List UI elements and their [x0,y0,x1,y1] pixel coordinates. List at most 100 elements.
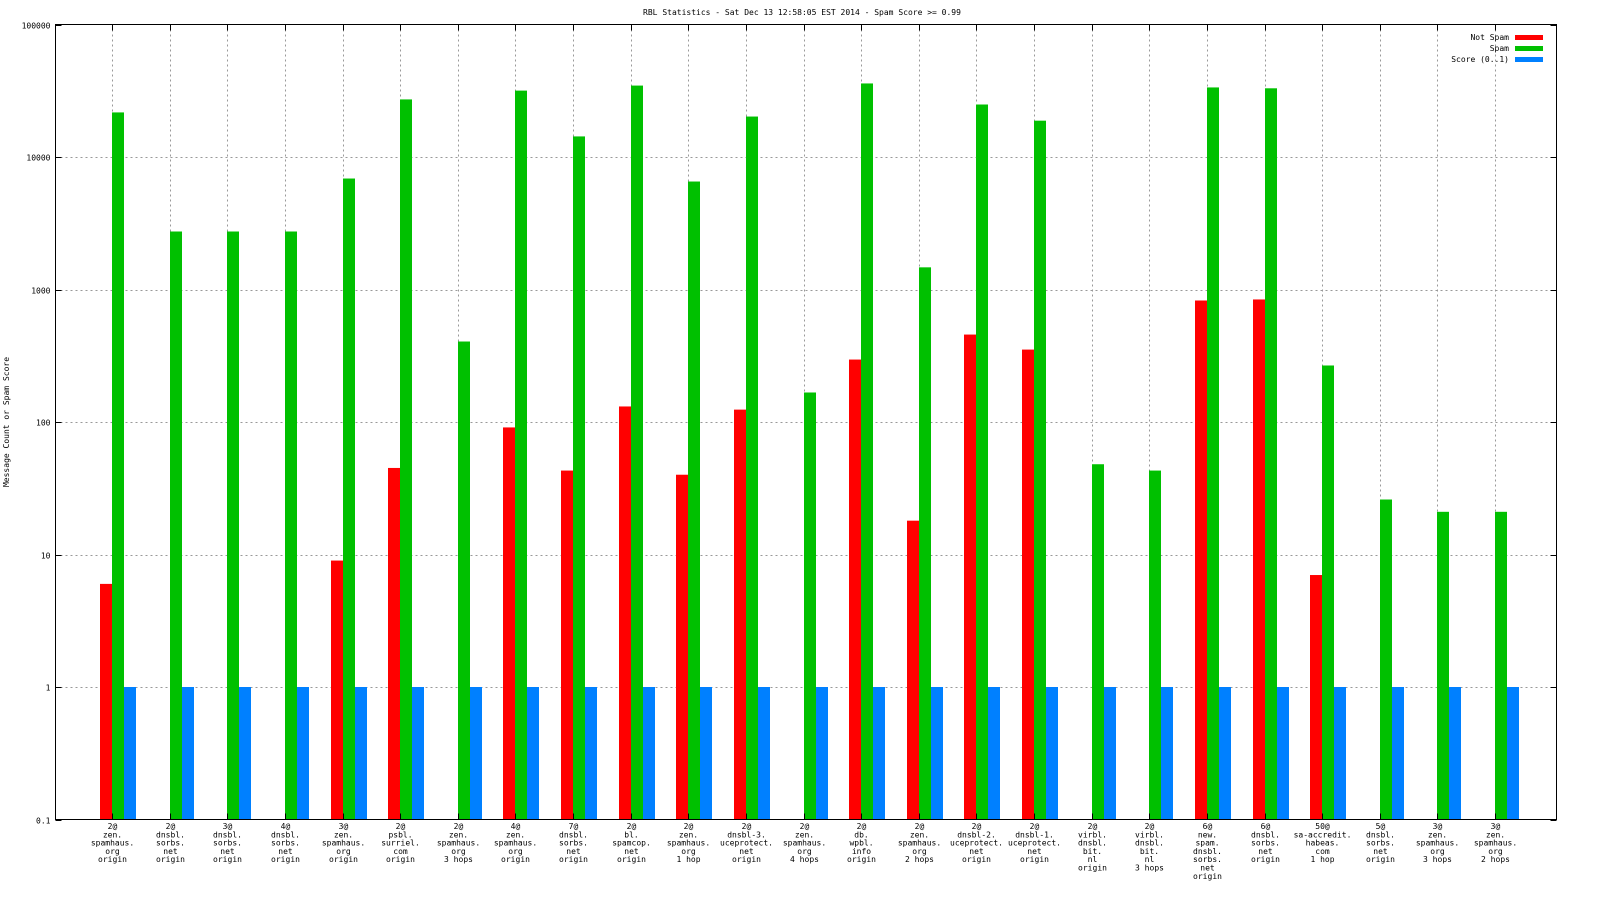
bar-not-spam [964,334,976,820]
x-tick-label-line: dnsbl. [1366,830,1395,839]
legend-label: Spam [1490,44,1509,53]
x-tick-label-line: 2@ [742,822,752,831]
x-tick-label-line: virbl. [1135,830,1164,839]
x-tick-label-line: 6@ [1261,822,1271,831]
bar-not-spam [1022,349,1034,820]
chart-title: RBL Statistics - Sat Dec 13 12:58:05 EST… [643,8,961,17]
bar-spam [458,341,470,820]
bar-not-spam [503,427,515,820]
legend-swatch [1515,35,1543,40]
x-tick-label-line: 4 hops [790,855,819,864]
x-tick-label-line: 3@ [339,822,349,831]
x-tick-label-line: spamhaus. [437,839,480,848]
x-tick-label-line: spamhaus. [1416,839,1459,848]
x-tick-label-line: sorbs. [213,839,242,848]
bar-spam [112,112,124,820]
bar-score [585,687,597,820]
x-tick-label-line: origin [732,855,761,864]
x-tick-label-line: psbl. [388,830,412,839]
x-tick-label: 3@ dnsbl. sorbs. net origin [213,822,242,864]
x-tick-label-line: zen. [334,830,353,839]
x-tick-label: 4@ dnsbl. sorbs. net origin [271,822,300,864]
x-tick-label-line: origin [617,855,646,864]
x-tick-label-line: origin [213,855,242,864]
bar-score [124,687,136,820]
x-tick-label: 2@ zen. spamhaus. org 3 hops [437,822,480,864]
bar-not-spam [1310,575,1322,820]
bar-spam [861,83,873,820]
x-tick-label-line: net [1027,847,1042,856]
y-axis-ticks: 0.1 1 10 100 1000 10000 100000 [22,22,1557,826]
bar-score [1219,687,1231,820]
bar-score [988,687,1000,820]
x-tick-label-line: 2@ [454,822,464,831]
x-tick-label-line: dnsbl. [271,830,300,839]
x-tick-label-line: 2@ [108,822,118,831]
bar-score [1334,687,1346,820]
x-tick-label-line: sorbs. [559,839,588,848]
bar-not-spam [561,470,573,820]
x-tick-label-line: org [336,847,351,856]
x-tick-label-line: 1 hop [676,855,700,864]
x-tick-label-line: spam. [1195,839,1219,848]
bar-spam [515,90,527,820]
x-tick-label-line: 2@ [1145,822,1155,831]
bar-score [182,687,194,820]
x-tick-label-line: org [681,847,696,856]
x-tick-label: 3@ zen. spamhaus. org 3 hops [1416,822,1459,864]
bar-spam [1092,464,1104,820]
x-tick-label-line: spamhaus. [494,839,537,848]
x-tick-label-line: origin [1020,855,1049,864]
x-tick-label-line: uceprotect. [950,839,1003,848]
bar-not-spam [100,583,112,820]
x-tick-label-line: 2 hops [905,855,934,864]
x-tick-label-line: com [1315,847,1330,856]
x-tick-label-line: sa-accredit. [1294,830,1352,839]
x-tick-label-line: net [1373,847,1388,856]
y-tick-label: 100 [36,419,51,428]
bar-not-spam [1253,299,1265,820]
legend-label: Score (0..1) [1451,55,1509,64]
y-tick-label: 100000 [22,22,51,31]
x-tick-label: 2@ zen. spamhaus. org 1 hop [667,822,710,864]
x-tick-label-line: new. [1198,830,1217,839]
x-tick-label-line: zen. [103,830,122,839]
bar-spam [400,99,412,820]
x-tick-label-line: 2@ [684,822,694,831]
x-tick-label: 2@ virbl. dnsbl. bit. nl origin [1078,822,1107,873]
x-tick-label-line: 2@ [1088,822,1098,831]
bar-score [239,687,251,820]
x-tick-label: 2@ zen. spamhaus. org 2 hops [898,822,941,864]
legend: Not Spam Spam Score (0..1) [1451,33,1543,64]
y-tick-label: 0.1 [36,817,51,826]
x-tick-label-line: dnsbl-2. [957,830,996,839]
x-tick-label-line: uceprotect. [1008,839,1061,848]
bar-score [470,687,482,820]
x-tick-label-line: 6@ [1203,822,1213,831]
x-tick-label: 2@ dnsbl-3. uceprotect. net origin [720,822,773,864]
x-tick-label-line: origin [1251,855,1280,864]
x-tick-label-line: dnsbl-1. [1015,830,1054,839]
bar-spam [343,178,355,820]
x-tick-label-line: origin [271,855,300,864]
x-tick-label-line: origin [559,855,588,864]
bar-score [1449,687,1461,820]
x-tick-label-line: dnsbl. [559,830,588,839]
x-tick-label-line: zen. [910,830,929,839]
x-tick-label-line: 4@ [511,822,521,831]
bar-spam [746,116,758,820]
y-tick-label: 10 [41,552,51,561]
x-tick-label-line: dnsbl. [1251,830,1280,839]
x-tick-label-line: 2@ [972,822,982,831]
x-tick-label: 6@ new. spam. dnsbl. sorbs. net origin [1193,822,1222,881]
x-tick-label-line: 50@ [1315,822,1330,831]
bar-spam [631,85,643,820]
bar-spam [1380,499,1392,820]
x-tick-label-line: spamhaus. [898,839,941,848]
x-tick-label-line: 4@ [281,822,291,831]
bar-not-spam [331,560,343,820]
x-tick-label-line: org [1430,847,1445,856]
x-tick-label-line: 2 hops [1481,855,1510,864]
